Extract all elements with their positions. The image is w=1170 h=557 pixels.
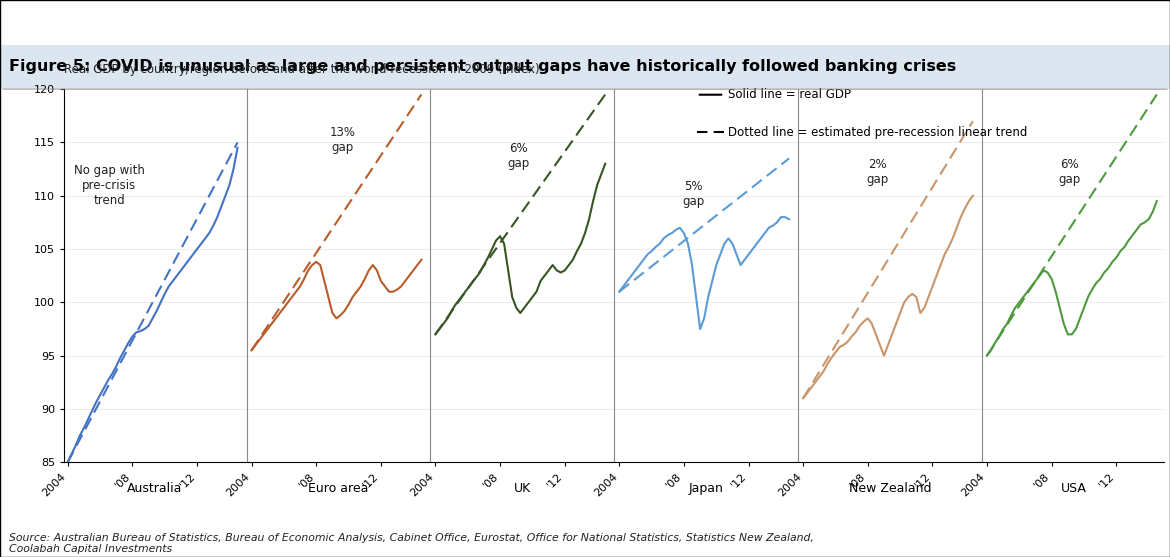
Text: Figure 5: COVID is unusual as large and persistent output gaps have historically: Figure 5: COVID is unusual as large and … (9, 60, 957, 74)
Text: No gap with
pre-crisis
trend: No gap with pre-crisis trend (74, 164, 145, 207)
Text: Australia: Australia (126, 481, 183, 495)
Text: Japan: Japan (689, 481, 723, 495)
Text: UK: UK (514, 481, 531, 495)
Text: New Zealand: New Zealand (848, 481, 931, 495)
Text: 13%
gap: 13% gap (330, 126, 356, 154)
Text: Solid line = real GDP: Solid line = real GDP (728, 88, 851, 101)
Text: 6%
gap: 6% gap (1059, 158, 1081, 187)
Text: Euro area: Euro area (308, 481, 369, 495)
Text: 5%
gap: 5% gap (682, 180, 704, 208)
Text: USA: USA (1061, 481, 1087, 495)
Text: Source: Australian Bureau of Statistics, Bureau of Economic Analysis, Cabinet Of: Source: Australian Bureau of Statistics,… (9, 532, 814, 554)
Text: 6%
gap: 6% gap (507, 143, 529, 170)
Text: Dotted line = estimated pre-recession linear trend: Dotted line = estimated pre-recession li… (728, 125, 1027, 139)
Text: 2%
gap: 2% gap (867, 158, 889, 187)
Text: Real GDP by country/region before and after the world recession in 2009 (index): Real GDP by country/region before and af… (64, 63, 541, 76)
